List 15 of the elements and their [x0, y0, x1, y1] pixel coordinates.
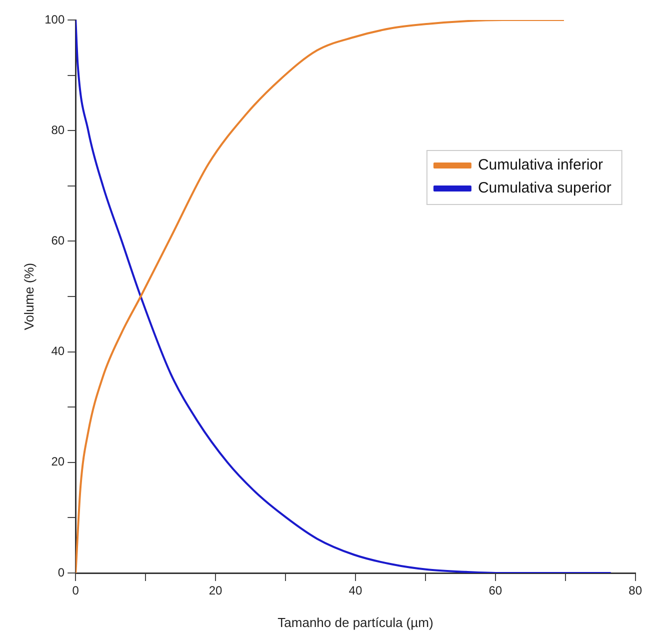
y-tick-label: 100	[44, 12, 65, 26]
y-tick-label: 40	[51, 344, 65, 358]
x-tick-label: 60	[488, 584, 502, 598]
x-tick-label: 0	[72, 584, 80, 598]
y-tick-label: 80	[51, 122, 65, 137]
y-axis-title: Volume (%)	[21, 262, 36, 330]
x-tick-label: 20	[208, 584, 223, 598]
y-tick-label: 20	[51, 454, 65, 469]
y-tick-label: 0	[58, 565, 65, 580]
legend-label: Cumulativa superior	[478, 180, 612, 197]
x-axis-title: Tamanho de partícula (µm)	[278, 614, 434, 630]
y-tick-label: 60	[51, 234, 65, 248]
legend-label: Cumulativa inferior	[478, 156, 603, 174]
x-tick-label: 40	[348, 584, 362, 598]
x-tick-label: 80	[628, 584, 642, 598]
